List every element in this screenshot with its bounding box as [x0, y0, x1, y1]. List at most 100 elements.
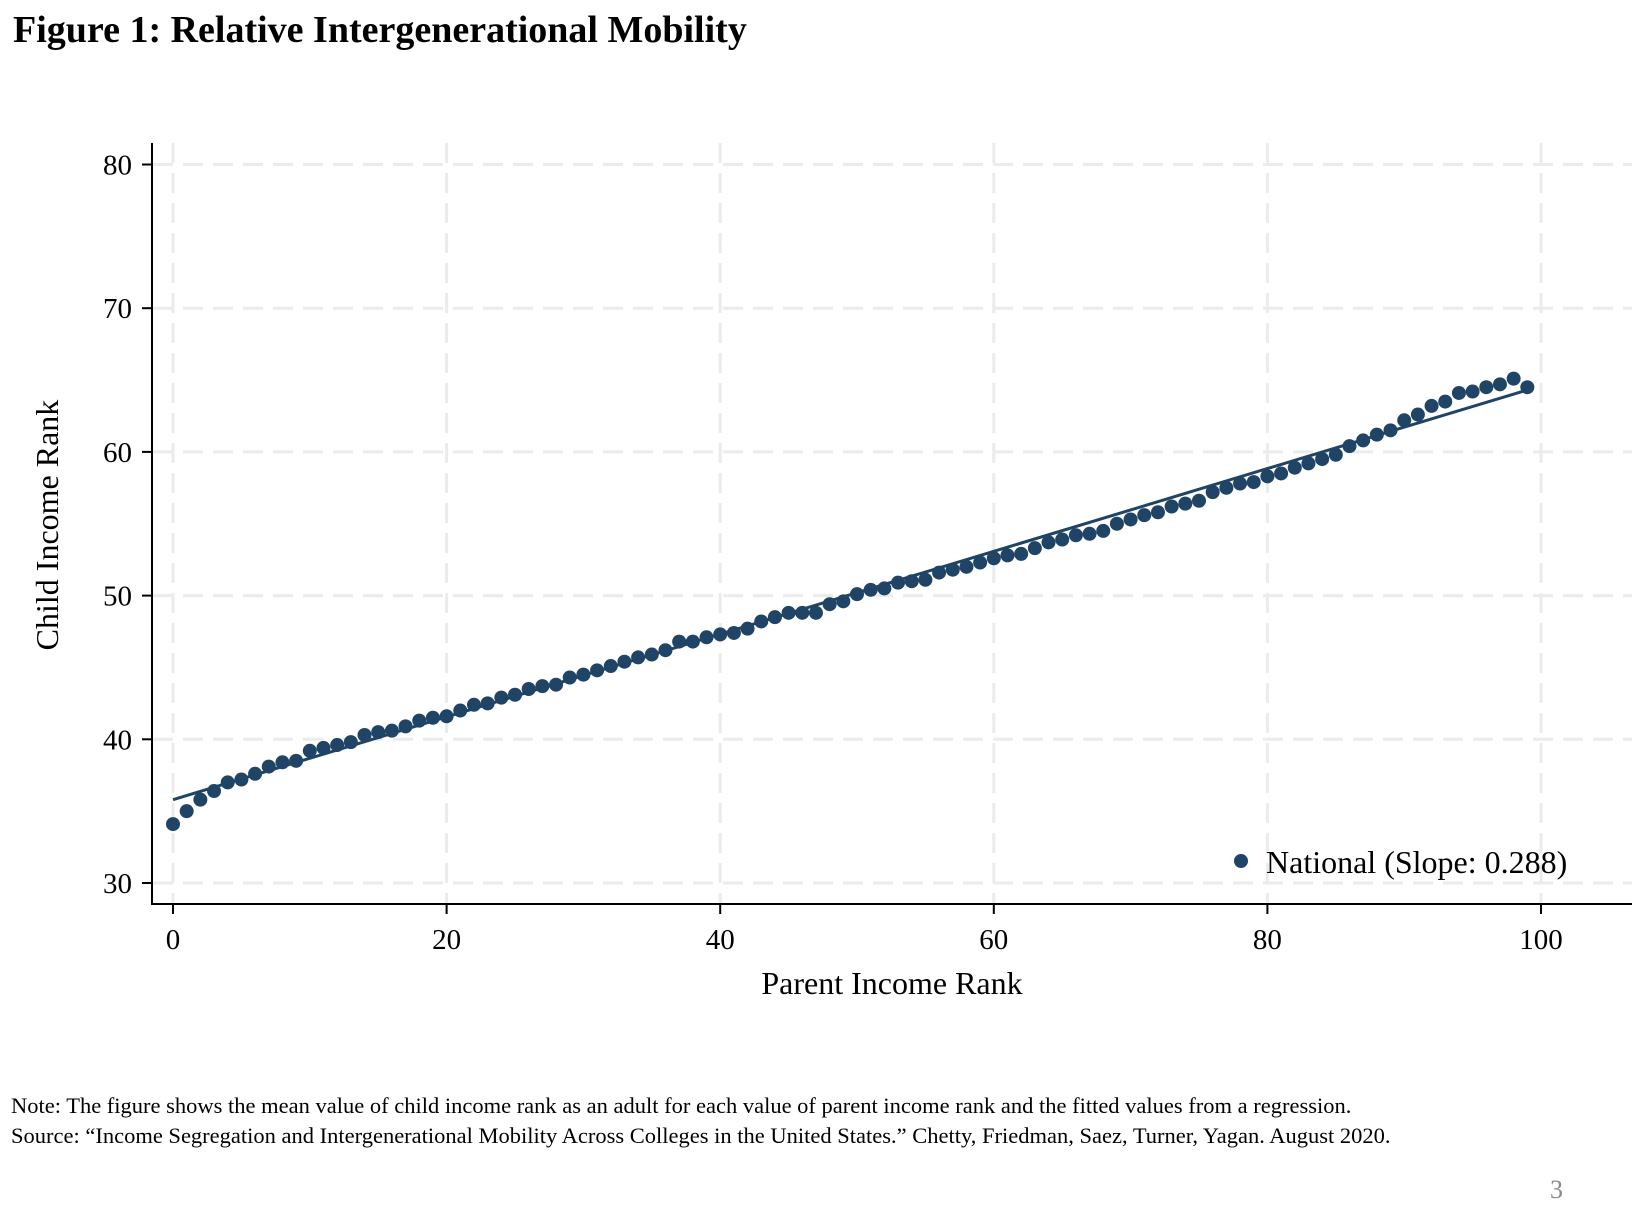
figure-note: Note: The figure shows the mean value of…	[11, 1093, 1352, 1118]
x-axis-label: Parent Income Rank	[761, 965, 1022, 1001]
data-point	[1342, 439, 1357, 454]
data-point	[863, 582, 878, 597]
data-point	[494, 690, 509, 705]
data-point	[918, 572, 933, 587]
data-point	[562, 670, 577, 685]
data-point	[1397, 413, 1412, 428]
data-point	[1451, 385, 1466, 400]
y-tick-label: 40	[103, 724, 132, 756]
data-point	[1082, 526, 1097, 541]
data-point	[740, 621, 755, 636]
data-point	[549, 677, 564, 692]
data-point	[357, 727, 372, 742]
data-point	[508, 687, 522, 702]
data-point	[193, 792, 208, 807]
data-point	[412, 713, 427, 728]
data-point	[1027, 541, 1042, 556]
data-point	[1465, 384, 1480, 399]
data-point	[316, 740, 331, 755]
data-point	[576, 667, 591, 682]
data-point	[384, 723, 399, 738]
data-point	[453, 703, 468, 718]
data-point	[781, 605, 796, 620]
data-point	[1315, 452, 1330, 467]
data-point	[220, 775, 235, 790]
data-point	[672, 634, 687, 649]
x-tick-label: 80	[1253, 924, 1282, 956]
data-point	[1096, 523, 1111, 538]
data-point	[289, 753, 304, 768]
data-point	[1000, 548, 1015, 563]
data-point	[877, 581, 892, 596]
data-points	[166, 371, 1535, 832]
data-point	[850, 587, 864, 602]
data-point	[945, 562, 960, 577]
data-point	[644, 647, 659, 662]
data-point	[1014, 546, 1029, 561]
data-point	[904, 574, 919, 589]
data-point	[932, 565, 947, 580]
data-point	[1424, 398, 1439, 413]
data-point	[658, 643, 673, 658]
data-point	[822, 597, 837, 612]
data-point	[1492, 377, 1507, 392]
data-point	[986, 551, 1001, 566]
data-point	[179, 804, 194, 819]
data-point	[754, 614, 769, 629]
data-point	[207, 784, 222, 799]
data-point	[521, 682, 536, 697]
y-axis-label: Child Income Rank	[29, 400, 65, 651]
y-tick-label: 50	[103, 581, 132, 613]
data-point	[1506, 371, 1521, 386]
figure-source: Source: “Income Segregation and Intergen…	[11, 1123, 1391, 1148]
data-point	[767, 610, 782, 625]
data-point	[1150, 505, 1165, 520]
y-tick-label: 30	[103, 868, 132, 900]
data-point	[343, 735, 358, 750]
data-point	[535, 679, 550, 694]
data-point	[398, 719, 413, 734]
x-tick-label: 0	[166, 924, 181, 956]
data-point	[713, 627, 728, 642]
data-point	[330, 738, 345, 753]
data-point	[371, 725, 386, 740]
data-point	[480, 696, 495, 711]
y-tick-label: 80	[103, 150, 132, 182]
x-tick-label: 60	[979, 924, 1008, 956]
data-point	[836, 594, 851, 609]
data-point	[959, 559, 974, 574]
data-point	[439, 709, 454, 724]
data-point	[685, 634, 700, 649]
data-point	[1301, 456, 1316, 471]
data-point	[699, 630, 714, 645]
data-point	[275, 755, 290, 770]
figure-title: Figure 1: Relative Intergenerational Mob…	[13, 9, 747, 51]
data-point	[617, 654, 632, 669]
legend: National (Slope: 0.288)	[1234, 844, 1567, 880]
data-point	[1219, 480, 1234, 495]
data-point	[1274, 466, 1289, 481]
data-point	[795, 605, 810, 620]
data-point	[1137, 508, 1152, 523]
data-point	[166, 817, 180, 832]
data-point	[590, 663, 605, 678]
data-point	[1356, 433, 1371, 448]
data-point	[1383, 423, 1398, 438]
data-point	[1178, 496, 1193, 511]
data-point	[1520, 380, 1535, 395]
data-point	[1369, 427, 1384, 442]
data-point	[726, 625, 741, 640]
data-point	[248, 766, 263, 781]
data-point	[603, 659, 618, 674]
axis-ticks: 30 40 50 60 70 80 0 20 40 60 80 100	[103, 150, 1563, 957]
data-point	[808, 605, 823, 620]
data-point	[1233, 476, 1248, 491]
y-tick-label: 70	[103, 293, 132, 325]
data-point	[1068, 528, 1083, 543]
data-point	[1164, 499, 1179, 514]
grid-lines	[153, 143, 1632, 903]
legend-marker	[1234, 854, 1248, 868]
page-number: 3	[1550, 1175, 1563, 1204]
x-tick-label: 40	[706, 924, 735, 956]
